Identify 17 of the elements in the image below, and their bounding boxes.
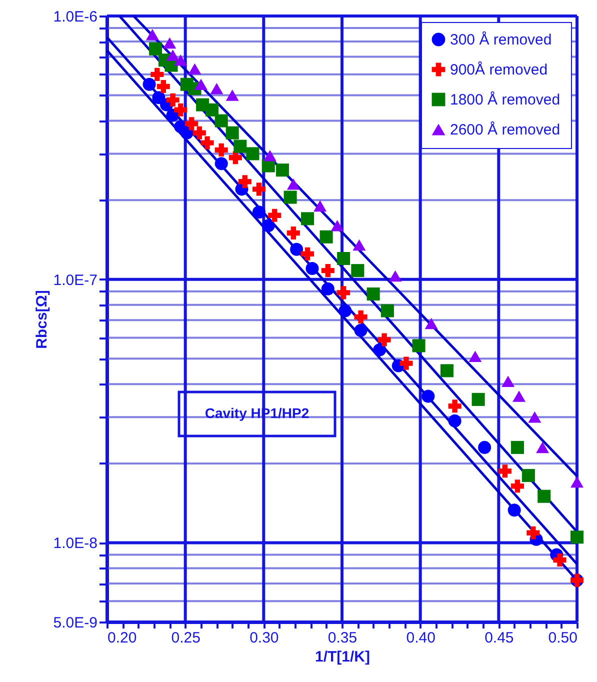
legend-label: 1800 Å removed [450, 90, 560, 108]
legend-label: 2600 Å removed [450, 120, 560, 138]
x-tick-label: 0.25 [171, 630, 200, 646]
x-tick-label: 0.35 [328, 630, 358, 646]
x-axis-title: 1/T[1/K] [314, 648, 370, 666]
y-tick-label: 1.0E-6 [53, 8, 98, 26]
x-tick-label: 0.30 [250, 630, 279, 646]
x-tick-label: 0.50 [548, 630, 578, 646]
x-tick-label: 0.20 [108, 630, 137, 646]
y-axis-title: Rbcs[Ω] [33, 290, 50, 349]
x-tick-label: 0.40 [406, 630, 436, 646]
y-tick-label: 5.0E-9 [53, 614, 98, 632]
y-tick-label: 1.0E-8 [53, 535, 98, 552]
legend-label: 300 Å removed [450, 30, 552, 48]
x-tick-label: 0.45 [484, 630, 514, 646]
y-tick-label: 1.0E-7 [53, 272, 98, 289]
legend-label: 900Å removed [450, 60, 548, 78]
